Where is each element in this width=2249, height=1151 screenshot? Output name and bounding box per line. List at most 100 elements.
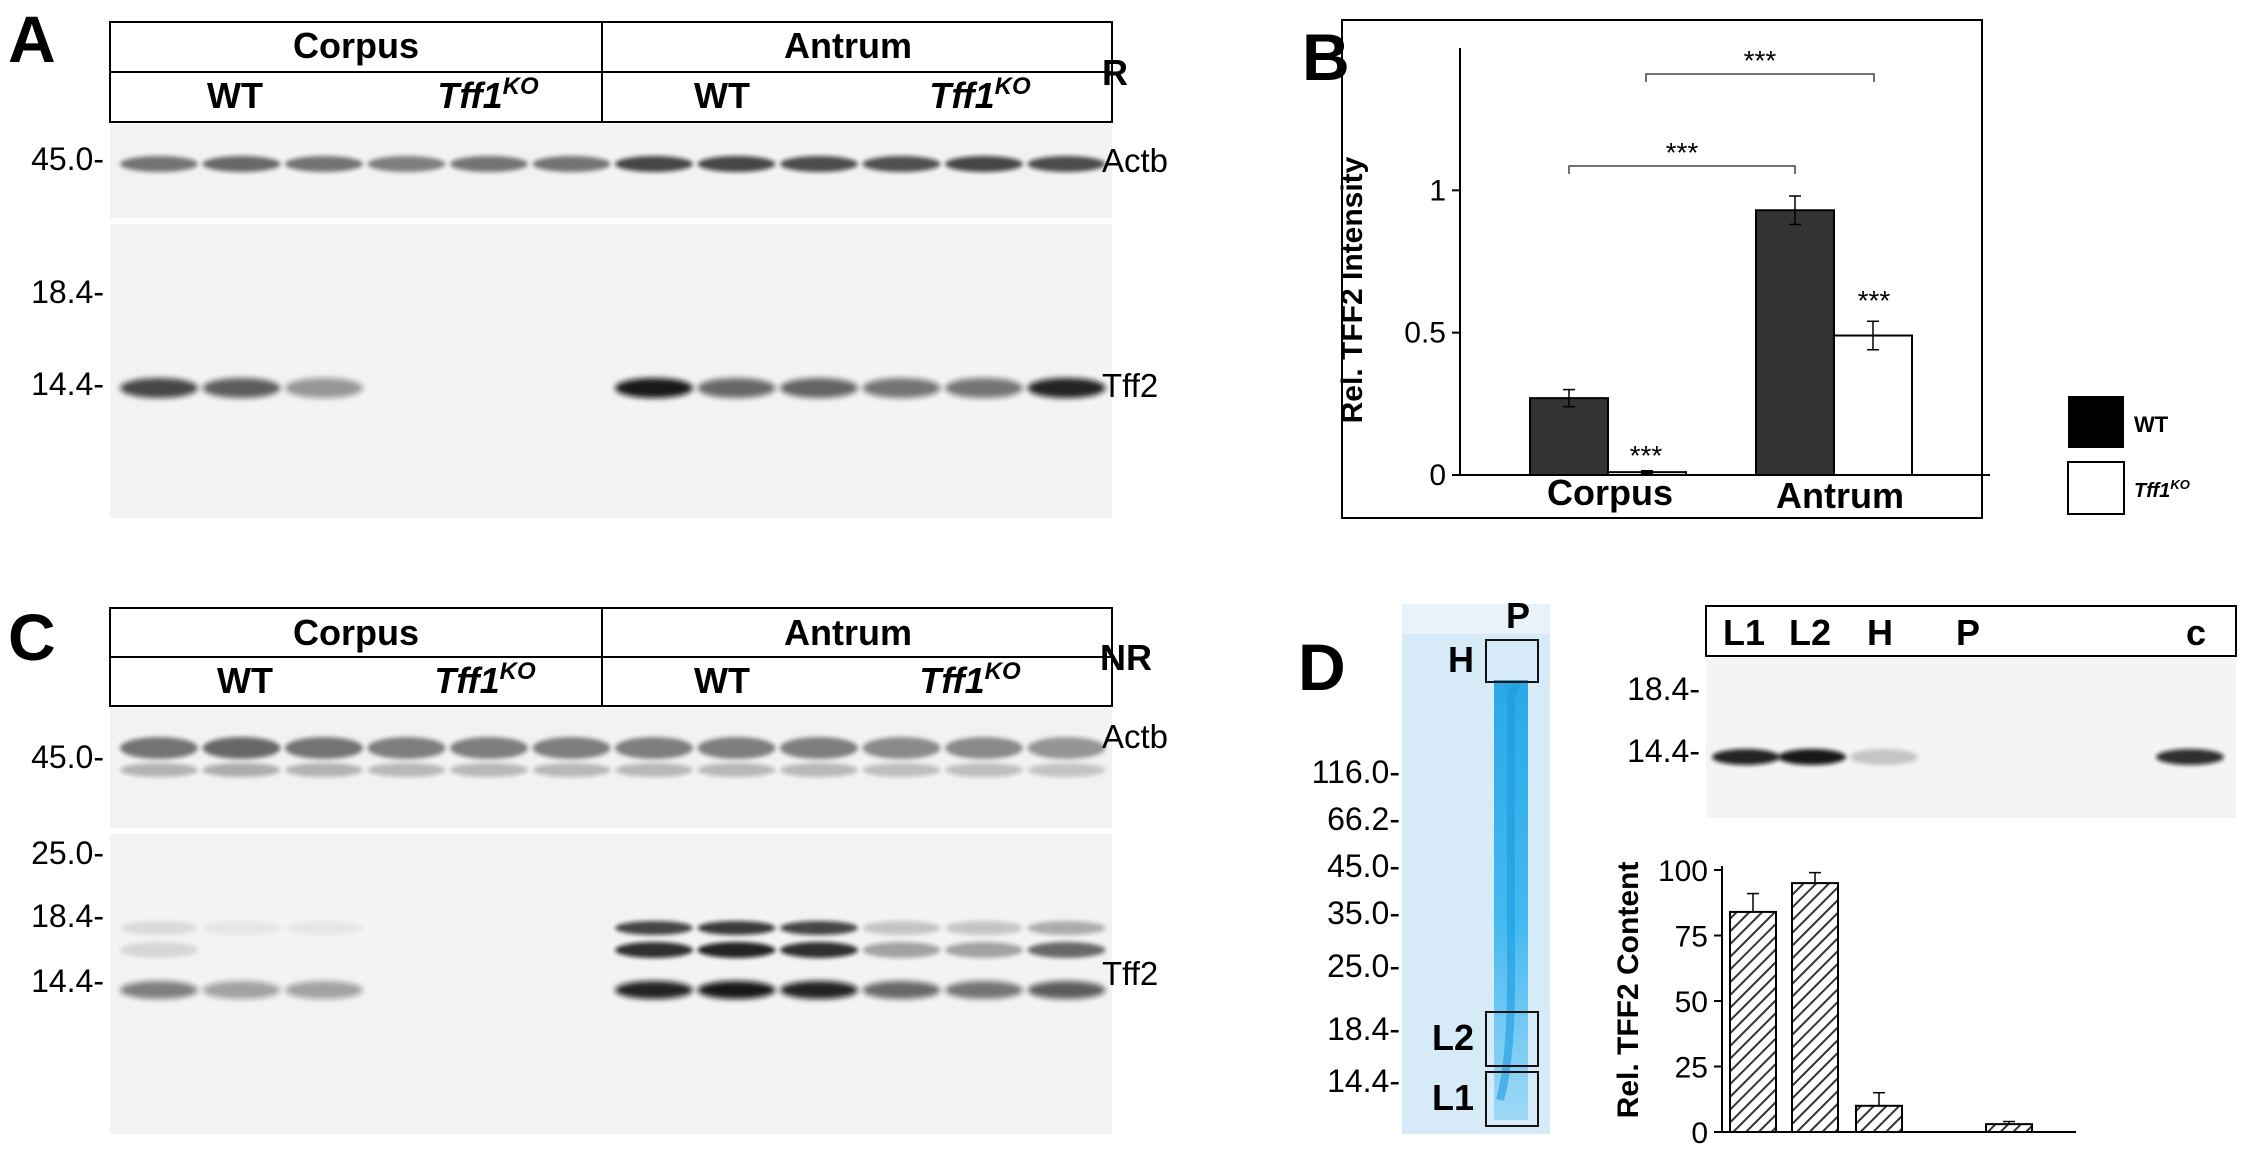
panel-a-actb-band-3 — [285, 156, 363, 172]
panel-a-marker-45: 45.0- — [31, 141, 104, 177]
panel-c-actb-lower-band-8 — [697, 763, 776, 777]
panel-d-lane-c: c — [2186, 612, 2206, 653]
chart-b-sig-wt: *** — [1666, 137, 1699, 168]
panel-c-tff2-middle-band-12 — [1027, 942, 1106, 958]
chart-d-ytick-0: 0 — [1691, 1117, 1708, 1150]
chart-b-bar-1-1 — [1833, 334, 1913, 476]
panel-c-tff2-lower-band-3 — [285, 981, 363, 999]
panel-c-tff2-upper-band-7 — [615, 921, 693, 935]
panel-c-actb-lower-band-12 — [1027, 763, 1106, 777]
panel-c-genotype-wt-corpus: WT — [217, 660, 273, 701]
panel-c-tff2-middle-band-7 — [615, 942, 693, 958]
panel-c-tff2-upper-band-3 — [285, 921, 363, 935]
panel-c-actb-band-9 — [780, 737, 858, 759]
panel-b: B Rel. TFF2 Intensity 00.51************ … — [1302, 19, 2190, 519]
chart-b-ytick-2: 1 — [1429, 174, 1446, 207]
panel-c-actb-lower-band-9 — [780, 763, 858, 777]
panel-d-gel-marker-45: 45.0- — [1327, 848, 1400, 884]
panel-c-genotype-ko-antrum: Tff1KO — [919, 658, 1021, 701]
panel-c-actb-lower-band-7 — [615, 763, 693, 777]
chart-d-ytick-4: 100 — [1658, 855, 1708, 888]
panel-c-genotype-ko-corpus: Tff1KO — [434, 658, 536, 701]
panel-a-actb-band-9 — [780, 156, 858, 172]
panel-d-gel-marker-66: 66.2- — [1327, 801, 1400, 837]
panel-c-actb-band-3 — [285, 737, 363, 759]
panel-c-tff2-blot — [110, 834, 1112, 1134]
panel-a-band-tff2: Tff2 — [1102, 367, 1158, 404]
panel-c-actb-lower-band-4 — [367, 763, 446, 777]
chart-d-ytick-1: 25 — [1675, 1052, 1708, 1085]
panel-d-letter: D — [1298, 630, 1346, 704]
panel-d-lane-l1: L1 — [1723, 612, 1765, 653]
panel-d-blot — [1706, 658, 2236, 818]
panel-d-gel-label-p: P — [1506, 595, 1530, 636]
panel-d: D P H L2 L1 116.0- 66.2- 45.0- 35.0- 25.… — [1298, 595, 2237, 1150]
panel-d-gel-box-l1 — [1485, 1071, 1539, 1127]
panel-c-tff2-upper-band-10 — [862, 921, 941, 935]
panel-d-blot-band-2 — [1778, 749, 1846, 765]
panel-a-letter: A — [8, 2, 56, 76]
chart-d-ylabel: Rel. TFF2 Content — [1612, 862, 1645, 1119]
panel-c-tff2-lower-band-9 — [780, 981, 858, 999]
panel-c-marker-14: 14.4- — [31, 963, 104, 999]
panel-c-band-actb: Actb — [1102, 718, 1168, 755]
panel-d-blot-band-3 — [1850, 749, 1918, 765]
panel-a-actb-blot — [110, 124, 1112, 218]
panel-a-marker-18: 18.4- — [31, 274, 104, 310]
panel-d-gel-marker-18: 18.4- — [1327, 1011, 1400, 1047]
panel-d-gel-box-l2 — [1485, 1011, 1539, 1067]
panel-d-blot-marker-14: 14.4- — [1627, 733, 1700, 769]
panel-a-genotype-wt-corpus: WT — [207, 75, 263, 116]
panel-a-actb-band-11 — [945, 156, 1023, 172]
chart-b-sig-corpus-ko: *** — [1630, 440, 1663, 471]
panel-d-gel-marker-25: 25.0- — [1327, 948, 1400, 984]
chart-b-bar-0-1 — [1755, 209, 1835, 476]
panel-d-gel-marker-35: 35.0- — [1327, 895, 1400, 931]
chart-b-ytick-1: 0.5 — [1404, 317, 1446, 350]
panel-c-tff2-upper-band-12 — [1027, 921, 1106, 935]
panel-d-lane-h: H — [1867, 612, 1893, 653]
panel-a-tff2-blot — [110, 224, 1112, 518]
chart-b-ylabel: Rel. TFF2 Intensity — [1336, 156, 1369, 423]
panel-a-condition: R — [1102, 52, 1128, 93]
panel-c-actb-lower-band-6 — [532, 763, 611, 777]
panel-a-band-actb: Actb — [1102, 142, 1168, 179]
panel-c-tff2-lower-band-8 — [697, 981, 776, 999]
chart-d-ytick-2: 50 — [1675, 986, 1708, 1019]
panel-c-actb-band-7 — [615, 737, 693, 759]
panel-c-actb-band-10 — [862, 737, 941, 759]
panel-c-tff2-lower-band-10 — [862, 981, 941, 999]
panel-c-tff2-middle-band-8 — [697, 942, 776, 958]
chart-b-legend-ko-label: Tff1KO — [2134, 477, 2190, 502]
panel-d-gel-marker-14: 14.4- — [1327, 1063, 1400, 1099]
panel-c-actb-band-4 — [367, 737, 446, 759]
panel-d-blot-header — [1705, 605, 2237, 657]
panel-c-group-corpus: Corpus — [293, 612, 419, 653]
panel-c-tff2-lower-band-2 — [202, 981, 281, 999]
panel-a: A Corpus Antrum WT Tff1KO WT Tff1KO R 45… — [8, 2, 1168, 518]
panel-c-actb-band-1 — [120, 737, 198, 759]
panel-a-tff2-band-1 — [120, 378, 198, 398]
chart-b-sig-antrum-ko: *** — [1858, 285, 1891, 316]
panel-c-tff2-middle-band-9 — [780, 942, 858, 958]
panel-d-blot-marker-18: 18.4- — [1627, 671, 1700, 707]
panel-c-actb-lower-band-10 — [862, 763, 941, 777]
panel-a-actb-band-4 — [367, 156, 446, 172]
panel-c-tff2-lower-band-11 — [945, 981, 1023, 999]
panel-c-tff2-middle-band-10 — [862, 942, 941, 958]
chart-d-bar-l1 — [1729, 910, 1777, 1133]
panel-d-gel-box-h — [1485, 639, 1539, 683]
panel-c-actb-lower-band-5 — [450, 763, 528, 777]
chart-d-ytick-3: 75 — [1675, 921, 1708, 954]
panel-a-tff2-band-8 — [697, 378, 776, 398]
panel-d-gel-marker-116: 116.0- — [1312, 754, 1400, 790]
panel-a-marker-14: 14.4- — [31, 366, 104, 402]
chart-b-category-corpus: Corpus — [1547, 472, 1673, 513]
panel-d-lane-p: P — [1956, 612, 1980, 653]
panel-c-actb-band-11 — [945, 737, 1023, 759]
panel-c-tff2-middle-band-1 — [120, 942, 198, 958]
panel-c-band-tff2: Tff2 — [1102, 955, 1158, 992]
panel-d-gel-label-l2: L2 — [1432, 1017, 1474, 1058]
panel-c-marker-18: 18.4- — [31, 898, 104, 934]
